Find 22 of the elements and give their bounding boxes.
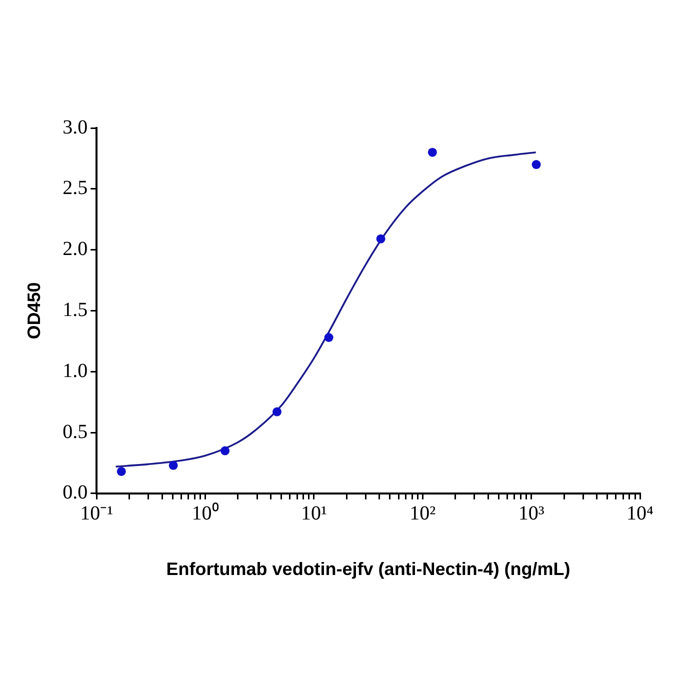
- x-tick-label: 10³: [518, 502, 544, 525]
- y-tick-label: 2.0: [62, 238, 88, 260]
- x-tick-label: 10⁻¹: [80, 502, 114, 525]
- point: [168, 460, 178, 470]
- x-axis-title: Enfortumab vedotin-ejfv (anti-Nectin-4) (ng/mL): [166, 559, 570, 580]
- y-tick-label: 3.0: [62, 116, 88, 138]
- point: [272, 407, 282, 416]
- y-axis-title: OD450: [24, 282, 44, 340]
- point: [116, 466, 126, 476]
- x-tick-label: 10⁴: [626, 502, 654, 525]
- x-tick-label: 10⁰: [192, 502, 219, 525]
- point: [324, 332, 334, 342]
- y-tick-label: 0.0: [62, 482, 88, 504]
- x-tick-label: 10¹: [300, 502, 327, 525]
- x-tick-label: 10²: [410, 502, 436, 525]
- y-tick-label: 0.5: [62, 420, 88, 443]
- point: [428, 148, 437, 157]
- y-tick-label: 2.5: [62, 177, 88, 200]
- point: [220, 446, 230, 456]
- y-tick-label: 1.0: [62, 360, 88, 382]
- y-tick-label: 1.5: [62, 298, 88, 321]
- point: [376, 234, 386, 244]
